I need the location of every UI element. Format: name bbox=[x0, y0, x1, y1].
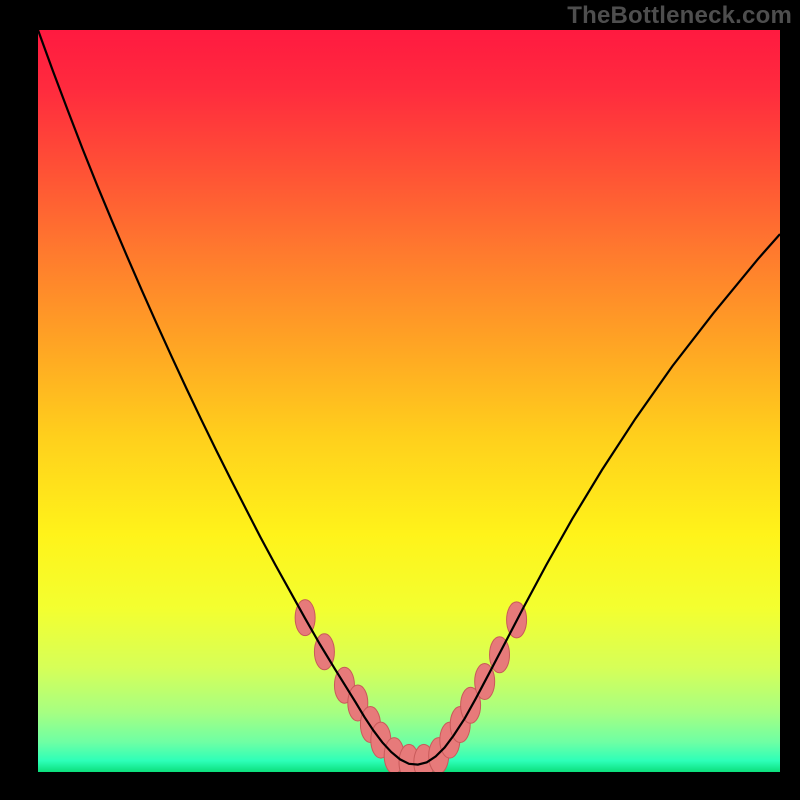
markers-group bbox=[295, 600, 526, 772]
curve-layer bbox=[38, 30, 780, 772]
watermark-text: TheBottleneck.com bbox=[567, 2, 792, 30]
chart-frame: TheBottleneck.com bbox=[0, 0, 800, 800]
bottleneck-curve bbox=[38, 30, 780, 765]
plot-area bbox=[38, 30, 780, 772]
